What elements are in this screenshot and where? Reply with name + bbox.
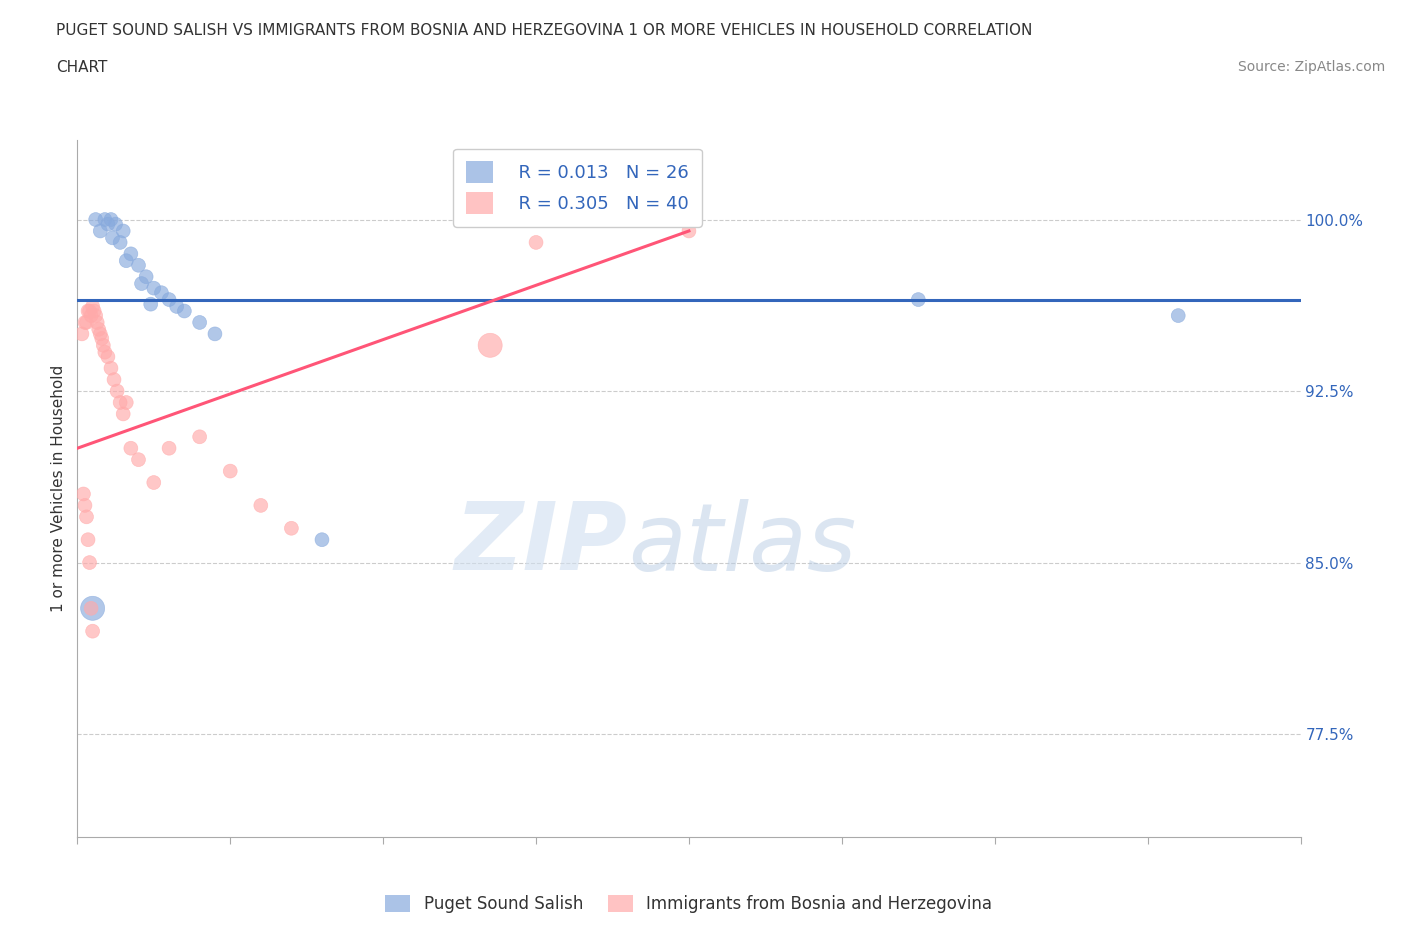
Point	[73, 498, 96, 512]
Point	[219, 464, 242, 479]
Point	[120, 246, 142, 261]
Point	[1167, 308, 1189, 323]
Point	[311, 532, 333, 547]
Text: PUGET SOUND SALISH VS IMMIGRANTS FROM BOSNIA AND HERZEGOVINA 1 OR MORE VEHICLES : PUGET SOUND SALISH VS IMMIGRANTS FROM BO…	[56, 23, 1032, 38]
Point	[101, 231, 124, 246]
Point	[173, 303, 195, 318]
Point	[90, 331, 112, 346]
Point	[108, 235, 131, 250]
Point	[150, 286, 173, 300]
Point	[89, 326, 111, 341]
Point	[80, 308, 103, 323]
Point	[524, 235, 547, 250]
Point	[82, 299, 104, 314]
Point	[280, 521, 302, 536]
Point	[115, 395, 138, 410]
Point	[73, 315, 96, 330]
Point	[131, 276, 153, 291]
Point	[105, 383, 128, 398]
Text: ZIP: ZIP	[456, 498, 628, 590]
Point	[139, 297, 162, 312]
Point	[678, 223, 700, 238]
Point	[97, 350, 120, 365]
Legend: Puget Sound Salish, Immigrants from Bosnia and Herzegovina: Puget Sound Salish, Immigrants from Bosn…	[378, 888, 1000, 920]
Point	[82, 601, 104, 616]
Point	[157, 441, 180, 456]
Point	[479, 338, 502, 352]
Point	[142, 475, 165, 490]
Point	[91, 338, 114, 352]
Point	[80, 601, 103, 616]
Point	[112, 406, 135, 421]
Point	[77, 303, 100, 318]
Point	[188, 315, 211, 330]
Point	[72, 486, 94, 501]
Point	[166, 299, 188, 314]
Point	[94, 212, 117, 227]
Point	[204, 326, 226, 341]
Text: CHART: CHART	[56, 60, 108, 75]
Point	[79, 555, 101, 570]
Point	[104, 217, 127, 232]
Point	[250, 498, 273, 512]
Point	[86, 315, 108, 330]
Point	[97, 217, 120, 232]
Text: atlas: atlas	[628, 498, 856, 590]
Y-axis label: 1 or more Vehicles in Household: 1 or more Vehicles in Household	[51, 365, 66, 612]
Point	[77, 532, 100, 547]
Point	[115, 253, 138, 268]
Point	[108, 395, 131, 410]
Point	[157, 292, 180, 307]
Point	[79, 303, 101, 318]
Point	[127, 258, 149, 272]
Point	[100, 361, 122, 376]
Point	[907, 292, 929, 307]
Point	[112, 223, 135, 238]
Point	[135, 270, 157, 285]
Point	[83, 303, 105, 318]
Point	[76, 510, 98, 525]
Point	[127, 452, 149, 467]
Point	[120, 441, 142, 456]
Point	[76, 315, 98, 330]
Point	[87, 322, 110, 337]
Point	[70, 326, 93, 341]
Point	[84, 308, 107, 323]
Point	[94, 345, 117, 360]
Point	[82, 624, 104, 639]
Point	[103, 372, 125, 387]
Point	[188, 430, 211, 445]
Point	[89, 223, 111, 238]
Point	[100, 212, 122, 227]
Point	[142, 281, 165, 296]
Point	[84, 212, 107, 227]
Text: Source: ZipAtlas.com: Source: ZipAtlas.com	[1237, 60, 1385, 74]
